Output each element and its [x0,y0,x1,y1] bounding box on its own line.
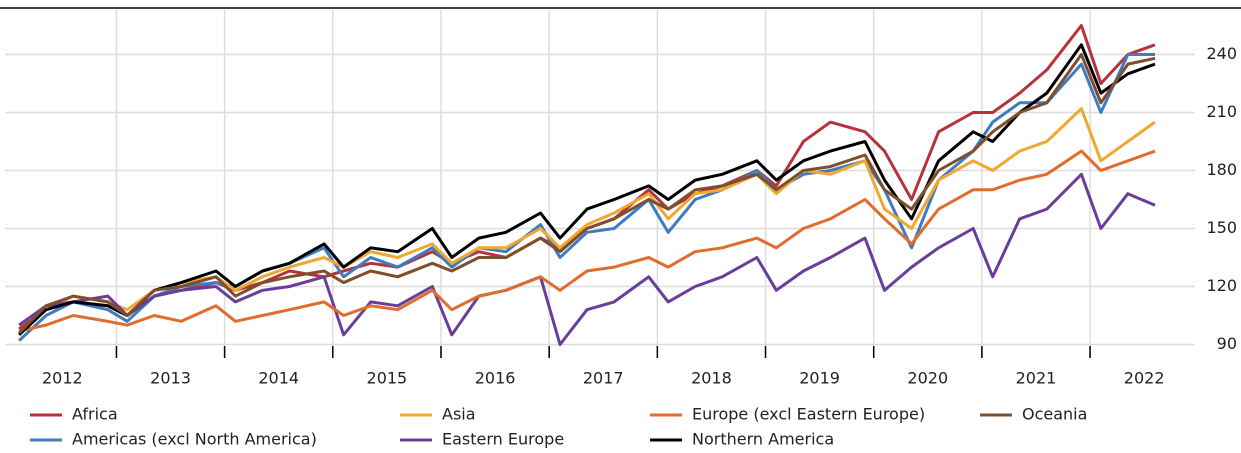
x-tick-label: 2022 [1124,369,1165,388]
x-tick-label: 2014 [258,369,299,388]
x-tick-label: 2013 [150,369,191,388]
series-line [18,53,1155,342]
legend-label: Oceania [1022,405,1087,424]
x-tick-label: 2019 [799,369,840,388]
y-tick-label: 120 [1206,276,1237,295]
x-tick-label: 2017 [583,369,624,388]
y-tick-label: 90 [1217,334,1237,353]
series-line [18,53,1156,334]
x-tick-label: 2020 [907,369,948,388]
x-tick-label: 2021 [1016,369,1057,388]
x-tick-label: 2015 [367,369,408,388]
legend-label: Northern America [692,430,834,449]
y-tick-label: 240 [1206,44,1237,63]
series-line [18,149,1156,333]
y-tick-label: 150 [1206,218,1237,237]
x-tick-label: 2018 [691,369,732,388]
y-tick-label: 180 [1206,160,1237,179]
series-line [18,43,1156,336]
legend-label: Asia [442,405,476,424]
legend-label: Europe (excl Eastern Europe) [692,405,925,424]
x-tick-label: 2012 [42,369,83,388]
x-tick-label: 2016 [475,369,516,388]
legend-label: Eastern Europe [442,430,564,449]
legend-label: Africa [72,405,118,424]
legend-label: Americas (excl North America) [72,430,317,449]
y-tick-label: 210 [1206,102,1237,121]
series-line [18,172,1156,346]
series-line [18,107,1156,336]
